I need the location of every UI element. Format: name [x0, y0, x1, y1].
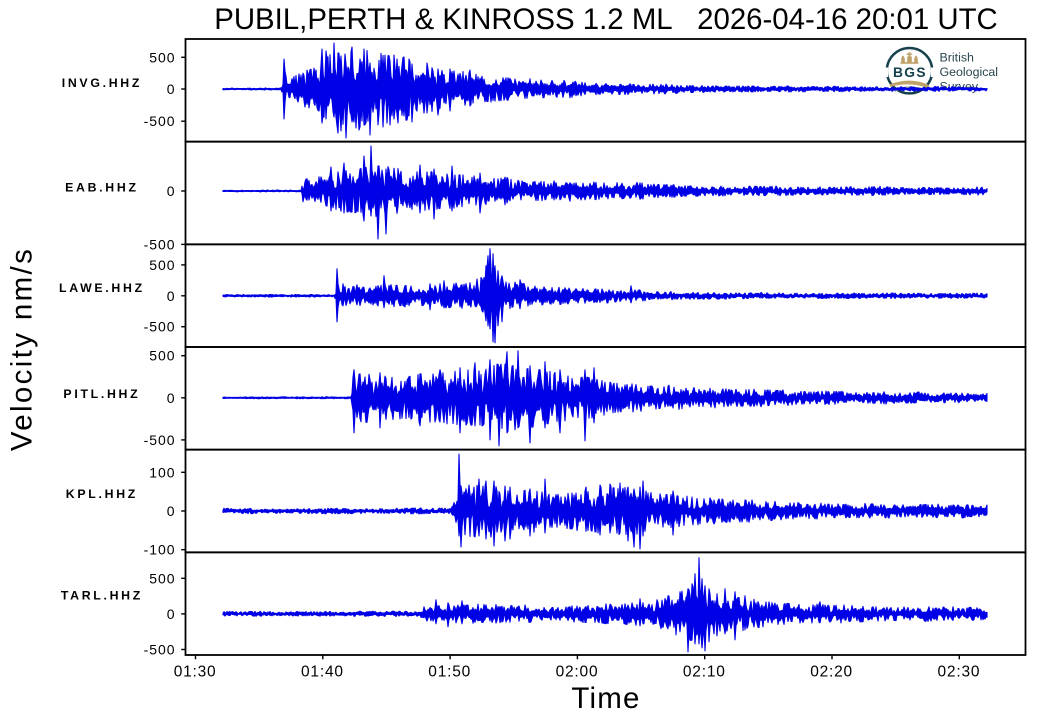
svg-text:Geological: Geological — [940, 65, 999, 79]
svg-text:0: 0 — [167, 503, 176, 519]
svg-text:-500: -500 — [144, 236, 176, 252]
svg-text:500: 500 — [149, 570, 175, 586]
svg-text:LAWE.HHZ: LAWE.HHZ — [59, 281, 145, 295]
svg-text:KPL.HHZ: KPL.HHZ — [66, 487, 138, 501]
svg-text:INVG.HHZ: INVG.HHZ — [62, 76, 142, 90]
svg-text:British: British — [940, 51, 975, 65]
svg-text:Velocity nm/s: Velocity nm/s — [6, 247, 39, 451]
svg-text:-500: -500 — [144, 113, 176, 129]
svg-text:EAB.HHZ: EAB.HHZ — [65, 180, 139, 194]
svg-text:01:50: 01:50 — [428, 664, 471, 681]
svg-text:0: 0 — [167, 606, 176, 622]
svg-text:Time: Time — [571, 682, 640, 715]
svg-text:01:30: 01:30 — [174, 664, 217, 681]
svg-text:02:30: 02:30 — [938, 664, 981, 681]
svg-text:0: 0 — [167, 183, 176, 199]
svg-text:0: 0 — [167, 390, 176, 406]
svg-text:0: 0 — [167, 288, 176, 304]
svg-text:-500: -500 — [144, 642, 176, 658]
svg-text:-100: -100 — [144, 542, 176, 558]
svg-text:02:20: 02:20 — [810, 664, 853, 681]
svg-text:01:40: 01:40 — [301, 664, 344, 681]
svg-text:PITL.HHZ: PITL.HHZ — [63, 387, 140, 401]
svg-text:-500: -500 — [144, 432, 176, 448]
svg-text:PUBIL,PERTH & KINROSS 1.2 ML: PUBIL,PERTH & KINROSS 1.2 ML 2026-04-16 … — [214, 3, 998, 36]
svg-text:02:10: 02:10 — [683, 664, 726, 681]
svg-text:500: 500 — [149, 257, 175, 273]
svg-text:02:00: 02:00 — [556, 664, 599, 681]
svg-text:100: 100 — [149, 464, 175, 480]
svg-text:-500: -500 — [144, 319, 176, 335]
svg-text:BGS: BGS — [893, 65, 927, 80]
svg-text:0: 0 — [167, 81, 176, 97]
svg-text:TARL.HHZ: TARL.HHZ — [61, 588, 143, 602]
svg-text:500: 500 — [149, 49, 175, 65]
svg-text:500: 500 — [149, 348, 175, 364]
